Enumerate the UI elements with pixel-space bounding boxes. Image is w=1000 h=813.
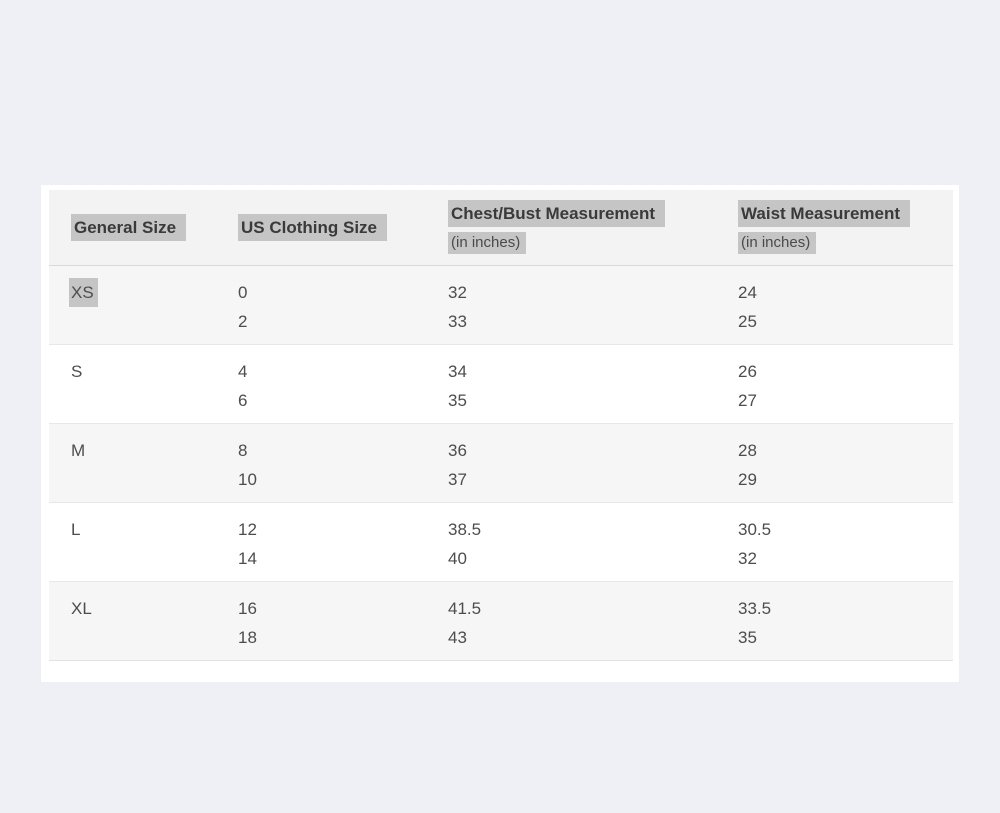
cell-chest-bust: 34 35 — [426, 344, 716, 424]
cell-waist: 26 27 — [716, 344, 953, 424]
waist-value: 28 — [738, 440, 757, 460]
column-header-waist: Waist Measurement (in inches) — [716, 190, 953, 266]
header-label-chest-bust: Chest/Bust Measurement — [448, 200, 666, 228]
cell-us-clothing-size: 4 6 — [216, 344, 426, 424]
waist-value: 26 — [738, 361, 757, 381]
size-chart-table: General Size US Clothing Size Chest/Bust… — [49, 190, 953, 661]
waist-value: 32 — [738, 548, 757, 568]
chest-value: 40 — [448, 548, 467, 568]
header-label-us-clothing-size: US Clothing Size — [238, 213, 387, 241]
cell-waist: 28 29 — [716, 423, 953, 503]
header-label-waist: Waist Measurement — [738, 200, 911, 228]
cell-chest-bust: 36 37 — [426, 423, 716, 503]
size-label-l: L — [71, 519, 81, 539]
cell-chest-bust: 32 33 — [426, 265, 716, 345]
cell-general-size: XL — [49, 581, 216, 661]
cell-waist: 30.5 32 — [716, 502, 953, 582]
us-size-value: 10 — [238, 469, 257, 489]
header-row: General Size US Clothing Size Chest/Bust… — [49, 190, 953, 266]
cell-general-size: L — [49, 502, 216, 582]
size-label-xs: XS — [69, 277, 98, 307]
cell-chest-bust: 41.5 43 — [426, 581, 716, 661]
chest-value: 32 — [448, 282, 467, 302]
us-size-value: 14 — [238, 548, 257, 568]
waist-value: 24 — [738, 282, 757, 302]
waist-value: 33.5 — [738, 598, 772, 618]
size-chart-header: General Size US Clothing Size Chest/Bust… — [49, 190, 953, 266]
column-header-chest-bust: Chest/Bust Measurement (in inches) — [426, 190, 716, 266]
table-row-xl: XL 16 18 41.5 43 33.5 35 — [49, 581, 953, 661]
chest-value: 37 — [448, 469, 467, 489]
table-row-l: L 12 14 38.5 40 30.5 32 — [49, 502, 953, 582]
us-size-value: 6 — [238, 390, 248, 410]
table-row-xs: XS 0 2 32 33 24 25 — [49, 265, 953, 345]
cell-general-size: S — [49, 344, 216, 424]
waist-value: 27 — [738, 390, 757, 410]
header-sublabel-chest-bust-units: (in inches) — [448, 232, 527, 255]
waist-value: 35 — [738, 627, 757, 647]
chest-value: 43 — [448, 627, 467, 647]
waist-value: 29 — [738, 469, 757, 489]
column-header-us-clothing-size: US Clothing Size — [216, 190, 426, 266]
cell-general-size: M — [49, 423, 216, 503]
us-size-value: 16 — [238, 598, 257, 618]
us-size-value: 2 — [238, 311, 248, 331]
cell-us-clothing-size: 12 14 — [216, 502, 426, 582]
us-size-value: 4 — [238, 361, 248, 381]
cell-us-clothing-size: 0 2 — [216, 265, 426, 345]
us-size-value: 12 — [238, 519, 257, 539]
size-chart-card: General Size US Clothing Size Chest/Bust… — [41, 185, 959, 682]
us-size-value: 0 — [238, 282, 248, 302]
size-label-m: M — [71, 440, 86, 460]
size-label-s: S — [71, 361, 83, 381]
cell-general-size: XS — [49, 265, 216, 345]
us-size-value: 18 — [238, 627, 257, 647]
size-chart-body: XS 0 2 32 33 24 25 S — [49, 265, 953, 661]
chest-value: 36 — [448, 440, 467, 460]
header-label-general-size: General Size — [71, 213, 187, 241]
cell-chest-bust: 38.5 40 — [426, 502, 716, 582]
header-sublabel-waist-units: (in inches) — [738, 232, 817, 255]
chest-value: 38.5 — [448, 519, 482, 539]
waist-value: 30.5 — [738, 519, 772, 539]
size-label-xl: XL — [71, 598, 92, 618]
chest-value: 33 — [448, 311, 467, 331]
chest-value: 34 — [448, 361, 467, 381]
waist-value: 25 — [738, 311, 757, 331]
table-row-m: M 8 10 36 37 28 29 — [49, 423, 953, 503]
us-size-value: 8 — [238, 440, 248, 460]
cell-us-clothing-size: 16 18 — [216, 581, 426, 661]
column-header-general-size: General Size — [49, 190, 216, 266]
chest-value: 41.5 — [448, 598, 482, 618]
cell-us-clothing-size: 8 10 — [216, 423, 426, 503]
table-row-s: S 4 6 34 35 26 27 — [49, 344, 953, 424]
cell-waist: 33.5 35 — [716, 581, 953, 661]
cell-waist: 24 25 — [716, 265, 953, 345]
chest-value: 35 — [448, 390, 467, 410]
